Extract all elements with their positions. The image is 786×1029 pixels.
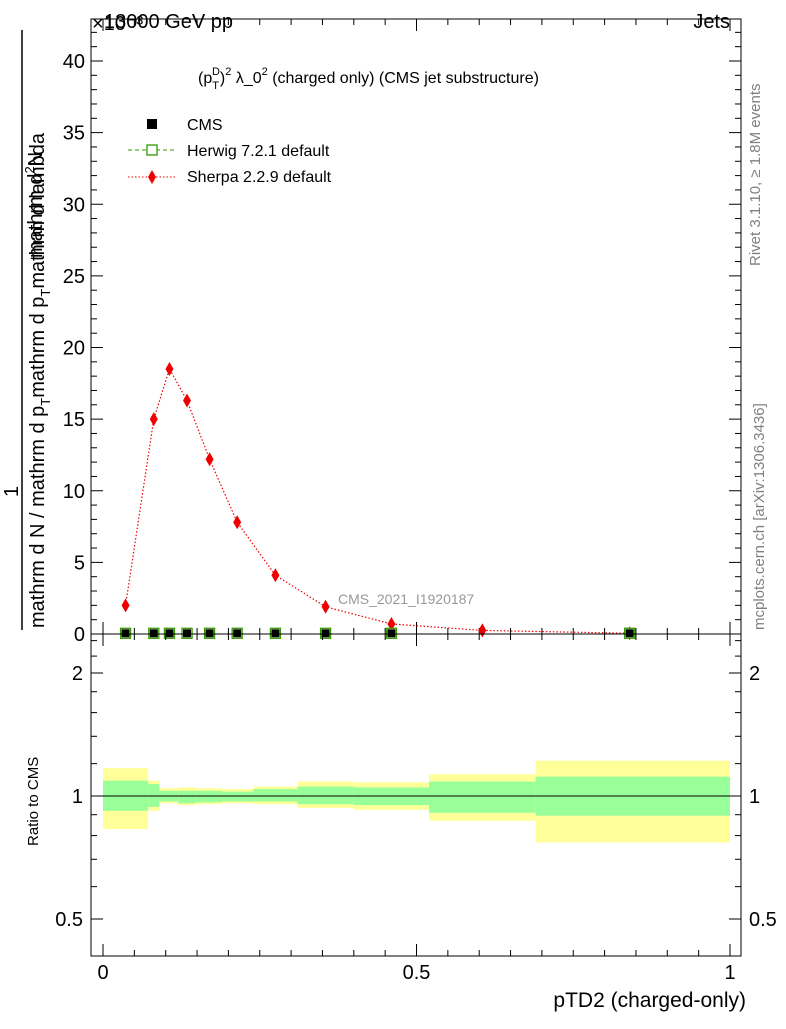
ratio-inner-band	[148, 783, 160, 807]
sherpa-point	[205, 452, 214, 467]
ratio-y-tick-label-right: 1	[749, 786, 760, 808]
main-x-ticks	[102, 19, 731, 634]
sherpa-point	[149, 412, 158, 427]
legend-label-sherpa: Sherpa 2.2.9 default	[187, 169, 332, 186]
cms-point	[205, 629, 214, 638]
ratio-y-tick-label: 2	[72, 663, 83, 685]
rivet-label: Rivet 3.1.10, ≥ 1.8M events	[747, 84, 764, 267]
sherpa-point	[183, 393, 192, 408]
legend-marker-cms	[147, 119, 157, 129]
main-y-tick-label: 40	[63, 51, 85, 73]
ratio-inner-band	[297, 786, 354, 805]
cms-point	[121, 629, 130, 638]
ratio-y-tick-label-right: 0.5	[749, 909, 777, 931]
cms-point	[387, 629, 396, 638]
ratio-y-tick-label: 0.5	[55, 909, 83, 931]
cms-point	[183, 629, 192, 638]
ratio-inner-band	[178, 790, 196, 804]
main-panel: 0 5 10 15 20 25 30 35 40 (pTD)2 λ_02 (charged on…	[1, 18, 742, 646]
header-left: 13000 GeV pp	[104, 11, 233, 33]
ratio-inner-band	[429, 781, 536, 813]
main-y-tick-label: 0	[74, 624, 85, 646]
x-axis-label: pTD2 (charged-only)	[553, 989, 746, 1012]
cms-point	[149, 629, 158, 638]
main-y-tick-label: 5	[74, 552, 85, 574]
sherpa-point	[165, 361, 174, 376]
legend-marker-sherpa	[148, 170, 156, 184]
main-y-tick-label: 10	[63, 481, 85, 503]
main-y-tick-label: 20	[63, 338, 85, 360]
ratio-inner-band	[253, 789, 298, 802]
legend-marker-herwig	[146, 144, 158, 156]
ratio-x-tick-label: 0	[97, 962, 108, 984]
cms-point	[233, 629, 242, 638]
main-y-tick-label: 30	[63, 194, 85, 216]
ratio-x-tick-label: 0.5	[403, 962, 431, 984]
ratio-y-tick-label: 1	[72, 786, 83, 808]
main-frame	[90, 18, 742, 635]
header-right: Jets	[693, 11, 730, 33]
ratio-bands	[103, 760, 730, 843]
ratio-inner-band	[222, 791, 254, 802]
ratio-x-axis: 0 0.5 1	[97, 634, 736, 984]
main-y-axis: 0 5 10 15 20 25 30 35 40	[63, 31, 741, 646]
sherpa-point	[387, 616, 396, 631]
mcplots-label: mcplots.cern.ch [arXiv:1306.3436]	[751, 403, 768, 630]
cms-point	[321, 629, 330, 638]
main-series	[119, 361, 636, 641]
legend-label-herwig: Herwig 7.2.1 default	[187, 143, 330, 160]
y-label-top: mathrm d2N	[22, 152, 47, 258]
legend: CMS Herwig 7.2.1 default Sherpa 2.2.9 de…	[128, 117, 332, 186]
analysis-watermark: CMS_2021_I1920187	[338, 591, 474, 607]
ratio-panel: 0.5 0.51 12 2 0 0.5 1 Ratio to CMS pTD2 (char…	[25, 633, 777, 1012]
ratio-y-label: Ratio to CMS	[25, 757, 42, 846]
ratio-x-tick-label: 1	[724, 962, 735, 984]
ratio-inner-band	[195, 790, 223, 803]
cms-point	[625, 629, 634, 638]
y-label-bottom: mathrm d N / mathrm d pTmathrm d pTmathr…	[27, 132, 53, 628]
ratio-y-tick-label-right: 2	[749, 663, 760, 685]
y-label-numerator: 1	[1, 486, 23, 497]
main-y-tick-label: 15	[63, 409, 85, 431]
sherpa-point	[233, 515, 242, 530]
main-y-label: 1 mathrm d2N mathrm d N / mathrm d pTmat…	[1, 30, 53, 630]
cms-point	[271, 629, 280, 638]
sherpa-point	[271, 568, 280, 583]
main-y-tick-label: 25	[63, 266, 85, 288]
legend-label-cms: CMS	[187, 117, 223, 134]
sherpa-point	[121, 598, 130, 613]
main-y-tick-label: 35	[63, 123, 85, 145]
chart-title: (pTD)2 λ_02 (charged only) (CMS jet subs…	[198, 66, 539, 92]
ratio-y-axis: 0.5 0.5 1 1 2 2	[55, 640, 777, 931]
cms-point	[165, 629, 174, 638]
sherpa-point	[321, 599, 330, 614]
